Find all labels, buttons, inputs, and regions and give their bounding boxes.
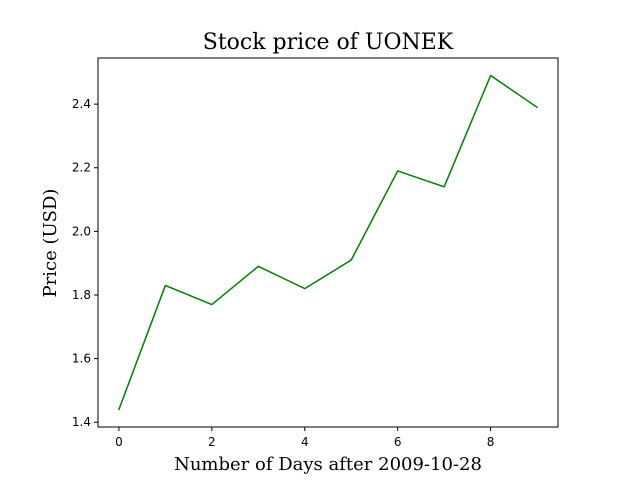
x-tick-label: 4 — [301, 435, 309, 449]
plot-frame — [97, 57, 559, 428]
y-tick-label: 2.4 — [72, 97, 91, 111]
y-tick-label: 2.2 — [72, 161, 91, 175]
x-tick-label: 8 — [487, 435, 495, 449]
x-tick-label: 6 — [394, 435, 402, 449]
x-tick-label: 2 — [208, 435, 216, 449]
series-group — [118, 74, 538, 411]
y-axis: 1.4 1.6 1.8 2.0 2.2 2.4 — [72, 97, 98, 429]
y-axis-label: Price (USD) — [40, 189, 61, 298]
series-line — [118, 74, 538, 411]
x-tick-label: 0 — [115, 435, 123, 449]
y-tick-label: 1.8 — [72, 288, 91, 302]
chart-title: Stock price of UONEK — [203, 30, 454, 55]
y-tick-label: 1.4 — [72, 415, 91, 429]
plot-area: 0 2 4 6 8 1.4 1.6 1.8 2.0 2.2 2.4 — [72, 57, 559, 449]
x-axis-label: Number of Days after 2009-10-28 — [174, 454, 482, 475]
y-tick-label: 1.6 — [72, 352, 91, 366]
y-tick-label: 2.0 — [72, 224, 91, 238]
x-axis: 0 2 4 6 8 — [115, 427, 494, 449]
